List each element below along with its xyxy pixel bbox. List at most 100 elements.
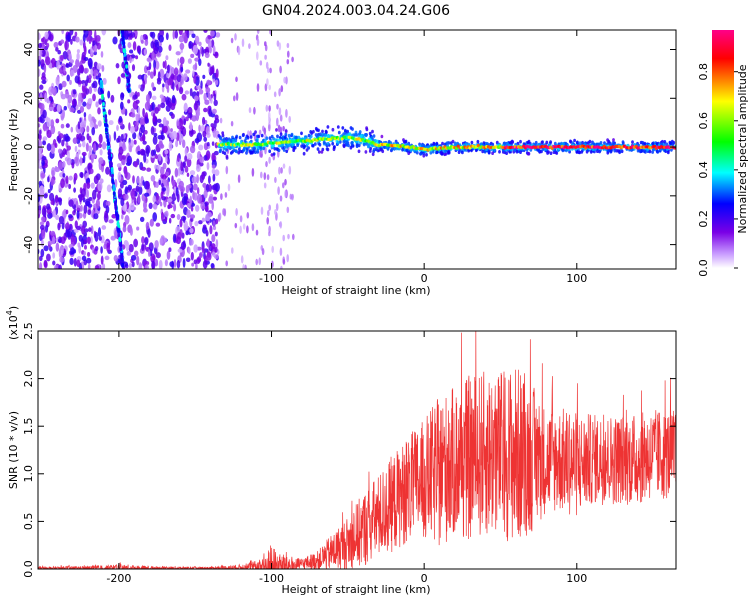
spectrogram-cell — [214, 231, 218, 237]
spectrogram-cell — [285, 76, 288, 85]
spectrogram-cell — [663, 140, 667, 144]
spectrogram-cell — [208, 175, 211, 184]
spectrogram-cell — [76, 133, 80, 140]
spectrogram-cell — [53, 107, 57, 113]
spectrogram-x-tick-label: 0 — [421, 272, 428, 285]
spectrogram-cell — [349, 145, 353, 150]
spectrogram-cell — [101, 65, 105, 72]
spectrogram-cell — [268, 204, 272, 211]
spectrogram-cell — [239, 225, 242, 234]
spectrogram-cell — [219, 117, 223, 124]
spectrogram-cell — [99, 82, 103, 87]
spectrogram-cell — [143, 200, 147, 210]
spectrogram-cell — [253, 146, 256, 151]
spectrogram-cell — [248, 107, 252, 114]
spectrogram-cell — [85, 177, 90, 185]
spectrogram-cell — [142, 140, 147, 145]
spectrogram-cell — [256, 148, 259, 152]
spectrogram-cell — [203, 189, 208, 199]
spectrogram-cell — [642, 149, 646, 153]
spectrogram-cell — [342, 132, 346, 136]
spectrogram-cell — [38, 42, 42, 49]
spectrogram-cell — [120, 253, 124, 258]
spectrogram-cell — [186, 172, 190, 177]
spectrogram-cell — [211, 234, 216, 243]
spectrogram-cell — [238, 135, 242, 140]
spectrogram-cell — [92, 189, 97, 200]
spectrogram-cell — [337, 130, 341, 135]
spectrogram-cell — [285, 108, 288, 118]
spectrogram-cell — [189, 145, 196, 154]
spectrogram-cell — [372, 134, 376, 138]
spectrogram-cell — [117, 188, 123, 198]
spectrogram-cell — [57, 148, 62, 154]
spectrogram-cell — [273, 147, 277, 151]
spectrogram-cell — [165, 154, 168, 163]
spectrogram-cell — [140, 166, 147, 171]
spectrogram-cell — [38, 160, 41, 169]
spectrogram-cell — [317, 150, 321, 154]
spectrogram-cell — [287, 50, 290, 58]
snr-x-label: Height of straight line (km) — [281, 583, 430, 596]
spectrogram-cell — [87, 263, 91, 269]
spectrogram-cell — [580, 150, 584, 154]
spectrogram-cell — [211, 243, 216, 250]
spectrogram-cell — [117, 232, 121, 238]
snr-y-ticks: 0.0 0.5 1.0 1.5 2.0 2.5 — [22, 322, 676, 578]
spectrogram-cell — [372, 149, 375, 154]
spectrogram-cell — [60, 178, 65, 189]
spectrogram-cell — [79, 126, 84, 134]
spectrogram-cell — [94, 245, 99, 252]
spectrogram-cell — [176, 214, 181, 220]
spectrogram-cell — [180, 161, 184, 172]
spectrogram-cell — [270, 153, 274, 157]
spectrogram-cell — [88, 35, 92, 45]
spectrogram-cell — [346, 129, 349, 134]
spectrogram-cell — [116, 124, 119, 132]
spectrogram-cell — [111, 214, 117, 219]
spectrogram-cell — [495, 140, 499, 145]
spectrogram-cell — [287, 233, 290, 240]
spectrogram-cell — [501, 148, 505, 152]
spectrogram-cell — [286, 206, 290, 214]
spectrogram-cell — [422, 154, 426, 158]
spectrogram-cell — [204, 52, 210, 59]
spectrogram-cell — [42, 140, 47, 146]
spectrogram-cell — [280, 167, 283, 174]
spectrogram-cell — [221, 131, 225, 135]
spectrogram-cell — [189, 238, 194, 246]
spectrogram-cell — [124, 169, 128, 179]
spectrogram-cell — [113, 186, 116, 192]
snr-frame — [37, 330, 677, 570]
spectrogram-cell — [272, 152, 276, 156]
spectrogram-cell — [87, 30, 93, 37]
spectrogram-cell — [66, 230, 73, 238]
spectrogram-cell — [93, 175, 99, 185]
spectrogram-cell — [70, 126, 74, 133]
spectrogram-cell — [142, 79, 146, 89]
spectrogram-cell — [270, 134, 274, 139]
snr-y-label: SNR (10 * v/v) — [7, 411, 20, 489]
spectrogram-x-tick-label: -100 — [259, 272, 284, 285]
spectrogram-marks — [38, 30, 676, 269]
spectrogram-cell — [190, 53, 195, 59]
spectrogram-cell — [68, 199, 74, 207]
spectrogram-cell — [140, 39, 144, 44]
spectrogram-cell — [131, 261, 135, 268]
spectrogram-cell — [171, 200, 175, 205]
spectrogram-cell — [74, 145, 78, 153]
spectrogram-cell — [159, 201, 163, 207]
spectrogram-cell — [92, 93, 96, 102]
spectrogram-cell — [38, 210, 42, 215]
spectrogram-cell — [380, 134, 384, 139]
spectrogram-cell — [213, 99, 218, 107]
spectrogram-cell — [373, 139, 377, 143]
spectrogram-cell — [208, 183, 212, 192]
spectrogram-cell — [291, 143, 294, 147]
spectrogram-cell — [289, 193, 293, 200]
spectrogram-cell — [117, 76, 121, 85]
spectrogram-cell — [38, 59, 41, 67]
spectrogram-cell — [242, 264, 245, 269]
spectrogram-cell — [145, 221, 150, 230]
spectrogram-cell — [215, 68, 219, 79]
